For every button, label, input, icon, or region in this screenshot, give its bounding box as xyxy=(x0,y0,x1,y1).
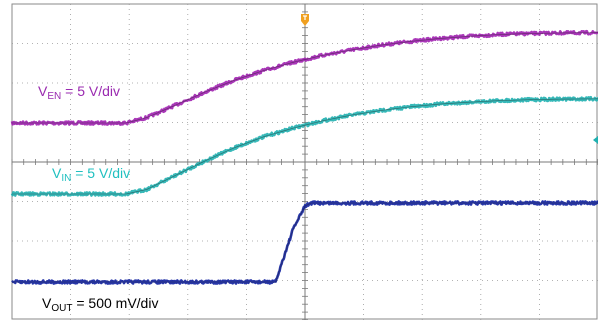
trigger-marker-icon xyxy=(301,14,309,26)
label-ven: VEN = 5 V/div xyxy=(38,83,120,102)
channel-reference-marker xyxy=(593,136,598,144)
trace-centerline-vout xyxy=(12,202,598,283)
label-scale: = 5 V/div xyxy=(61,83,120,99)
trace-centerline-vin xyxy=(12,98,598,195)
label-main: V xyxy=(52,165,62,181)
label-subscript: OUT xyxy=(51,303,72,314)
label-main: V xyxy=(38,83,48,99)
label-vin: VIN = 5 V/div xyxy=(52,165,130,184)
label-subscript: EN xyxy=(47,91,61,102)
waveform-traces xyxy=(10,29,598,285)
label-main: V xyxy=(42,295,52,311)
scope-markers xyxy=(301,14,598,144)
graticule-grid xyxy=(11,3,598,320)
label-scale: = 5 V/div xyxy=(71,165,130,181)
trace-vout xyxy=(11,200,598,285)
label-vout: VOUT = 500 mV/div xyxy=(42,295,158,314)
trace-centerline-ven xyxy=(12,32,598,124)
trace-ven xyxy=(10,29,598,126)
label-subscript: IN xyxy=(61,173,71,184)
label-scale: = 500 mV/div xyxy=(72,295,158,311)
trigger-marker-tip xyxy=(301,21,309,26)
